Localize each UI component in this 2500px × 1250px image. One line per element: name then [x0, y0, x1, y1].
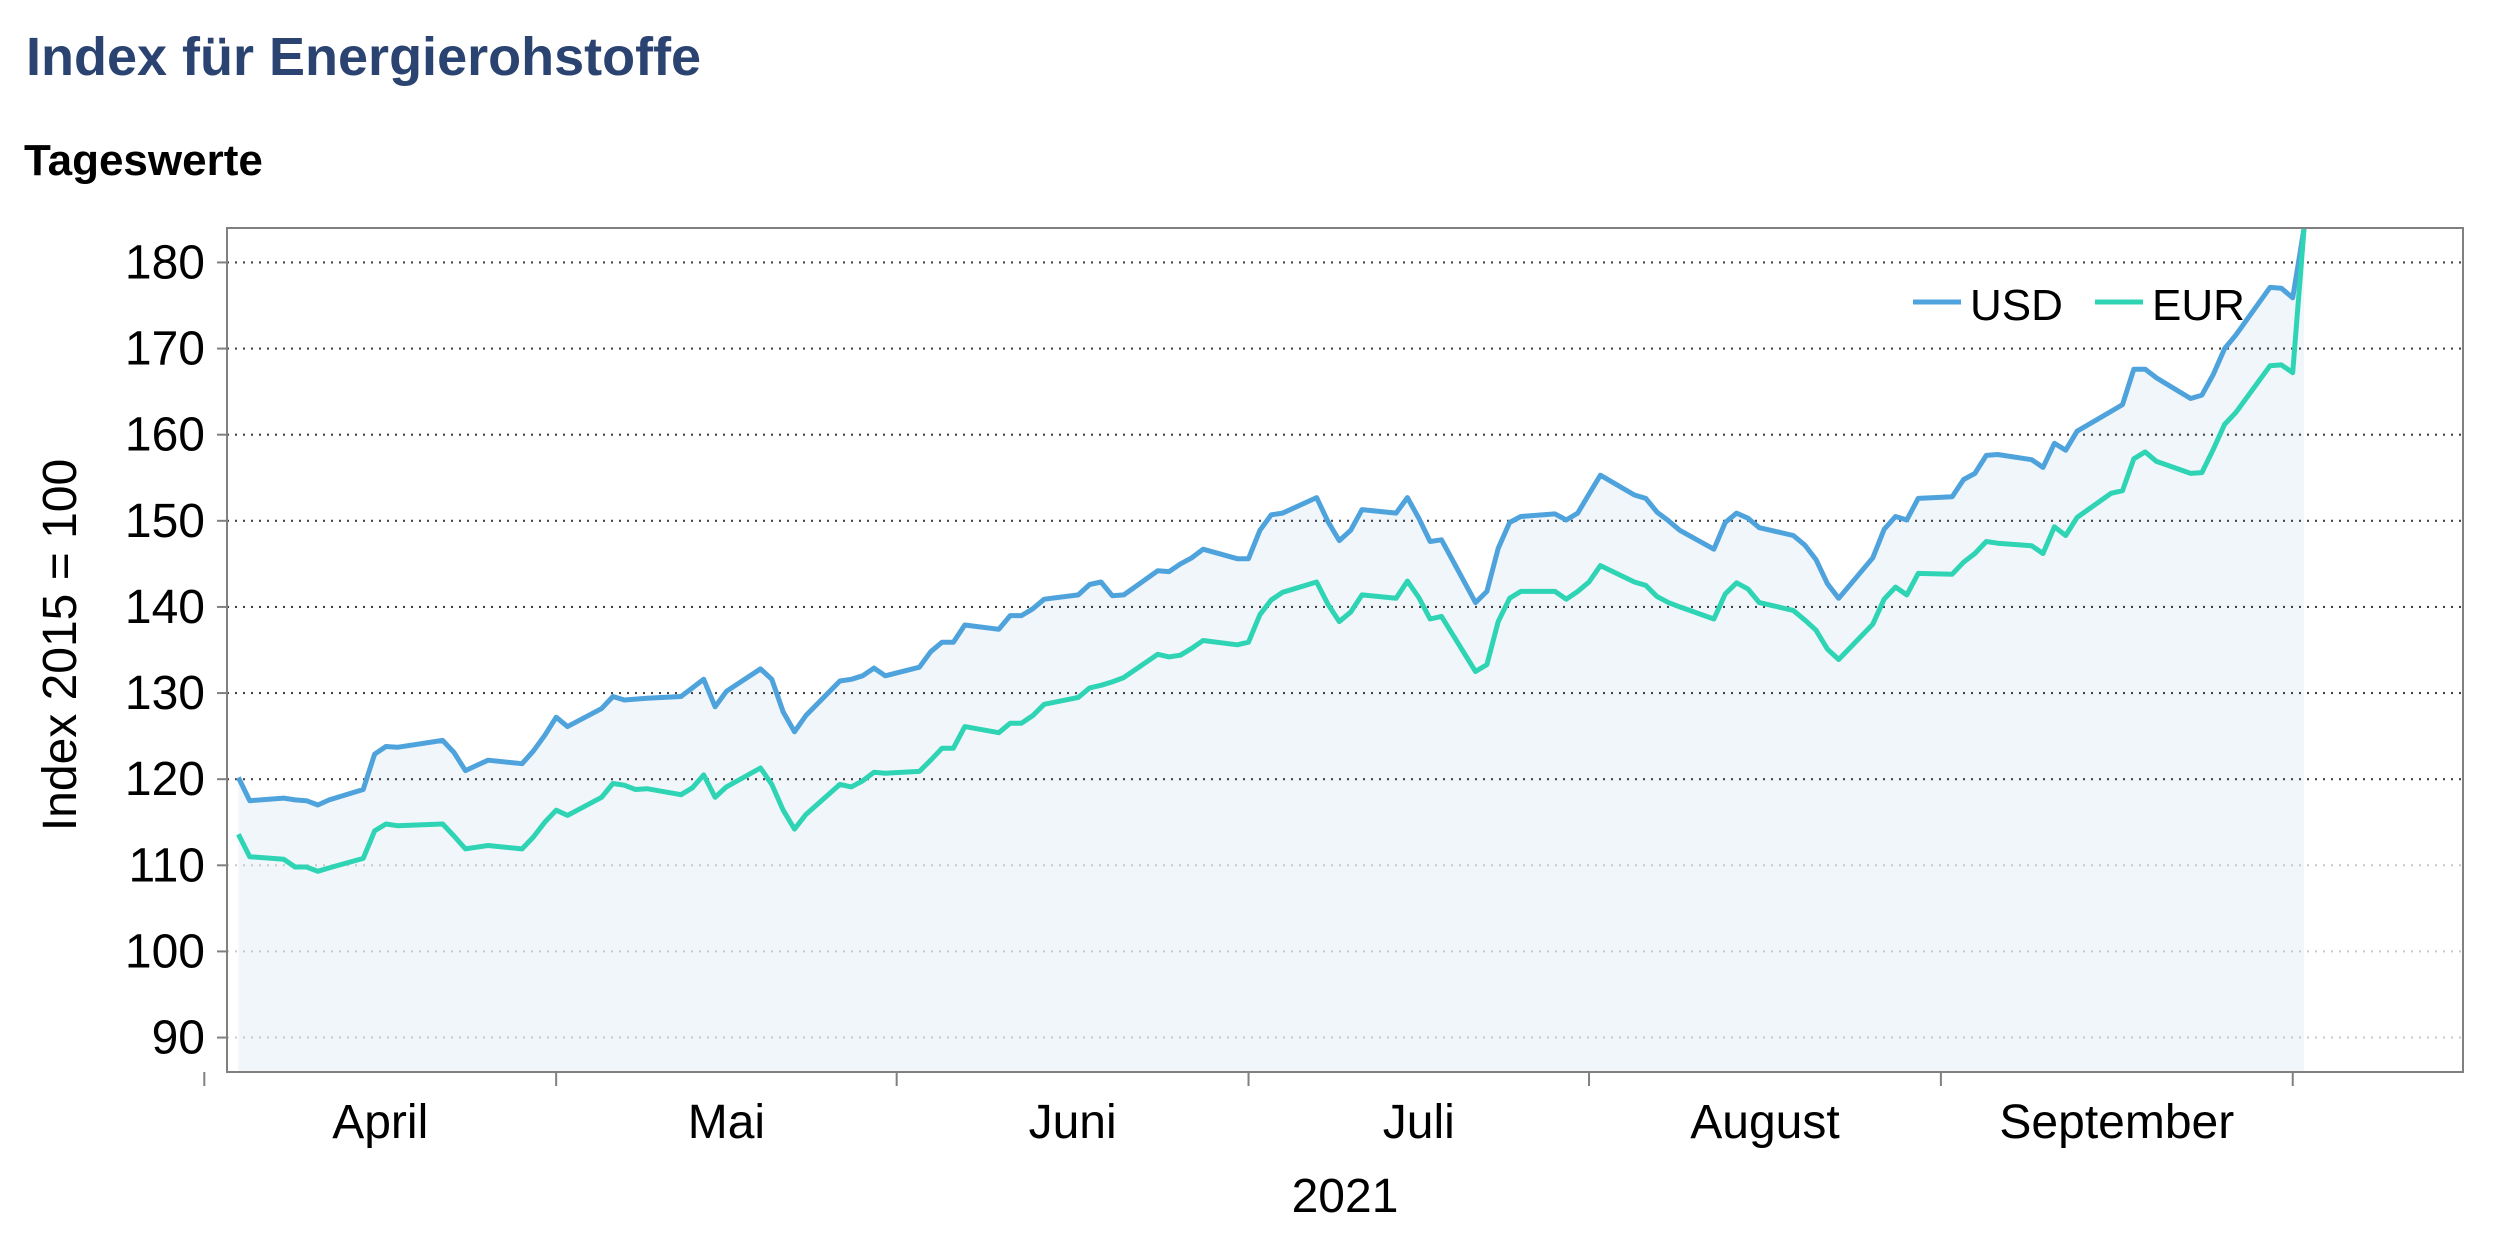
plot-frame: [226, 227, 2464, 1073]
series-line-usd: [236, 227, 2307, 808]
plot-border: [226, 227, 2464, 1073]
x-tick-label: Mai: [688, 1096, 765, 1149]
legend: USD EUR: [1913, 281, 2245, 330]
x-axis: April Mai Juni Juli August September: [203, 1072, 2294, 1149]
y-tick-label: 130: [125, 667, 205, 720]
area-fill: [238, 228, 2305, 1072]
x-tick-label: Juli: [1383, 1096, 1455, 1149]
chart-title: Index für Energierohstoffe: [26, 27, 702, 87]
series-line-eur: [236, 227, 2307, 874]
y-tick-label: 100: [125, 925, 205, 978]
y-tick-label: 110: [128, 839, 205, 892]
y-tick-label: 140: [125, 581, 205, 634]
y-tick-label: 120: [125, 753, 205, 806]
y-tick-label: 170: [125, 323, 205, 376]
y-axis: 90 100 110 120 130 140 150 160 170 180: [125, 236, 227, 1065]
x-tick-label: April: [332, 1096, 428, 1149]
y-tick-label: 150: [125, 495, 205, 548]
x-tick-label: August: [1690, 1096, 1839, 1149]
legend-label-usd: USD: [1970, 281, 2063, 330]
x-tick-label: September: [1999, 1096, 2234, 1149]
legend-label-eur: EUR: [2152, 281, 2245, 330]
y-tick-label: 180: [125, 236, 205, 289]
y-tick-label: 160: [125, 409, 205, 462]
area-fill-layer: [238, 228, 2305, 1072]
y-tick-label: 90: [152, 1012, 205, 1065]
x-axis-label: 2021: [1292, 1170, 1399, 1223]
x-tick-label: Juni: [1029, 1096, 1117, 1149]
y-axis-label: Index 2015 = 100: [34, 459, 87, 831]
chart-subtitle: Tageswerte: [24, 136, 263, 185]
series-lines: [236, 227, 2307, 874]
